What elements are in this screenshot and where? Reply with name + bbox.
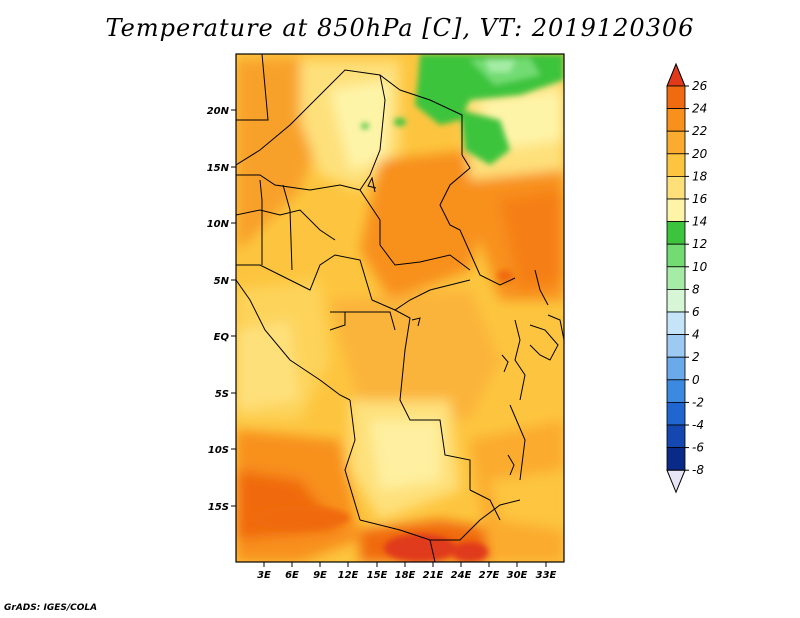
colorbar-label: 24 xyxy=(692,102,707,116)
colorbar-segment xyxy=(666,401,686,426)
colorbar-segment xyxy=(666,266,686,290)
colorbar-segment xyxy=(666,243,686,268)
lat-tick-label: 15N xyxy=(207,163,230,174)
latitude-tick-labels: 20N 15N 10N 5N EQ 5S 10S 15S xyxy=(207,106,230,513)
lat-tick-label: 20N xyxy=(207,106,230,117)
lat-tick-label: 15S xyxy=(208,502,229,513)
lon-tick-label: 3E xyxy=(257,570,271,581)
colorbar-segment xyxy=(666,108,686,132)
map-frame xyxy=(235,53,565,563)
lon-tick-label: 12E xyxy=(338,570,359,581)
colorbar-segment xyxy=(666,356,686,381)
colorbar-over-triangle xyxy=(666,62,686,87)
lat-tick-label: 10N xyxy=(207,219,230,230)
latitude-axis xyxy=(231,109,236,507)
colorbar-label: 18 xyxy=(692,169,708,183)
colorbar-label: 10 xyxy=(692,260,708,274)
colorbar-label: 12 xyxy=(692,237,707,251)
colorbar-segment xyxy=(666,198,686,223)
colorbar-segment xyxy=(666,85,686,110)
lon-tick-label: 24E xyxy=(451,570,472,581)
colorbar-label: -8 xyxy=(692,463,704,477)
colorbar-label: 6 xyxy=(692,305,700,319)
lon-tick-label: 27E xyxy=(479,570,500,581)
colorbar-label: -2 xyxy=(692,395,704,409)
lon-tick-label: 21E xyxy=(423,570,444,581)
colorbar-label: 16 xyxy=(692,192,708,206)
temperature-field xyxy=(236,54,564,562)
colorbar-label: 22 xyxy=(692,124,707,138)
longitude-tick-labels: 3E 6E 9E 12E 15E 18E 21E 24E 27E 30E 33E xyxy=(257,570,556,581)
country-borders xyxy=(236,54,564,562)
colorbar-label: 4 xyxy=(692,328,700,342)
lat-tick-label: 10S xyxy=(208,445,229,456)
colorbar-under-triangle xyxy=(666,469,686,494)
colorbar-segment xyxy=(666,175,686,200)
lon-tick-label: 15E xyxy=(367,570,388,581)
colorbar-segment xyxy=(666,334,686,358)
colorbar-segment xyxy=(666,221,686,245)
colorbar-label: -4 xyxy=(692,418,704,432)
grads-credit: GrADS: IGES/COLA xyxy=(4,603,98,613)
lat-tick-label: EQ xyxy=(214,332,230,343)
colorbar-label: 20 xyxy=(692,147,708,161)
map-title: Temperature at 850hPa [C], VT: 201912030… xyxy=(105,14,695,42)
colorbar-label: 8 xyxy=(692,282,700,296)
lat-tick-label: 5N xyxy=(214,276,230,287)
colorbar-segment xyxy=(666,311,686,336)
lon-tick-label: 9E xyxy=(313,570,327,581)
lon-tick-label: 33E xyxy=(536,570,557,581)
colorbar-segment xyxy=(666,130,686,155)
lon-tick-label: 30E xyxy=(507,570,528,581)
colorbar-label: 14 xyxy=(692,215,707,229)
lon-tick-label: 18E xyxy=(395,570,416,581)
colorbar-segment xyxy=(666,379,686,403)
colorbar-label: 26 xyxy=(692,79,708,93)
lon-tick-label: 6E xyxy=(285,570,299,581)
colorbar-label: 0 xyxy=(692,373,700,387)
colorbar-segment xyxy=(666,424,686,449)
colorbar-label: -6 xyxy=(692,441,704,455)
colorbar-segment xyxy=(666,447,686,471)
longitude-axis xyxy=(263,562,547,567)
colorbar-label: 2 xyxy=(692,350,700,364)
lat-tick-label: 5S xyxy=(215,389,229,400)
colorbar-segment xyxy=(666,153,686,177)
colorbar-segment xyxy=(666,288,686,313)
